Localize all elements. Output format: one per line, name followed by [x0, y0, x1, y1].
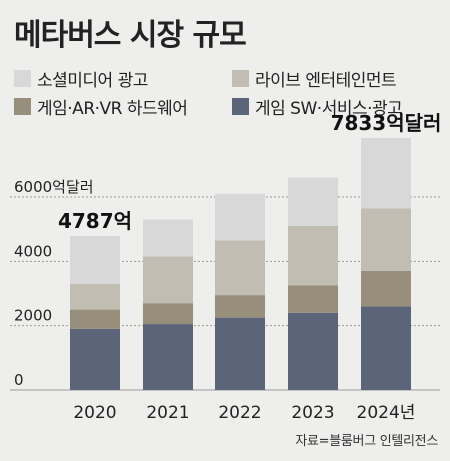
bar-segment [288, 285, 338, 313]
y-tick-label: 2000 [14, 307, 52, 325]
bar-segment [143, 303, 193, 325]
legend-label: 게임 SW·서비스·광고 [255, 99, 403, 119]
x-tick-label: 2021 [146, 403, 189, 423]
y-tick-label: 0 [14, 371, 24, 389]
legend-item-hardware: 게임·AR·VR 하드웨어 [14, 94, 188, 119]
bar-segment [143, 324, 193, 390]
bar-segment [288, 312, 338, 390]
total-annotation: 7833억달러 [331, 111, 442, 135]
bar-segment [215, 240, 265, 296]
bar-segment [70, 283, 120, 310]
legend-label: 게임·AR·VR 하드웨어 [37, 99, 188, 119]
y-tick-label: 4000 [14, 242, 52, 260]
bar-segment [361, 270, 411, 307]
bar-segment [143, 219, 193, 257]
legend-swatch [232, 98, 249, 115]
legend-label: 소셜미디어 광고 [37, 71, 148, 91]
x-tick-label: 2020 [73, 403, 116, 423]
bar-segment [70, 328, 120, 390]
legend-swatch [232, 70, 249, 87]
bar-segment [215, 295, 265, 318]
bar-segment [215, 193, 265, 241]
legend-swatch [14, 70, 31, 87]
bar-segment [70, 309, 120, 329]
y-tick-label: 6000억달러 [14, 178, 94, 196]
bar-segment [361, 306, 411, 390]
bar-segment [361, 138, 411, 209]
chart-title: 메타버스 시장 규모 [14, 18, 247, 53]
source-note: 자료=블룸버그 인텔리전스 [295, 434, 438, 449]
legend-label: 라이브 엔터테인먼트 [255, 71, 397, 91]
legend-swatch [14, 98, 31, 115]
bar-segment [288, 225, 338, 286]
legend-item-game-sw: 게임 SW·서비스·광고 [232, 94, 403, 119]
total-annotation: 4787억 [58, 209, 132, 233]
legend-item-social-ads: 소셜미디어 광고 [14, 66, 148, 91]
legend-item-live-entertainment: 라이브 엔터테인먼트 [232, 66, 397, 91]
bar-segment [143, 256, 193, 304]
x-tick-label: 2024년 [357, 403, 416, 423]
bar-segment [288, 177, 338, 226]
bar-segment [70, 236, 120, 284]
x-tick-label: 2023 [291, 403, 334, 423]
bar-segment [361, 208, 411, 271]
x-tick-label: 2022 [218, 403, 261, 423]
bar-segment [215, 317, 265, 390]
